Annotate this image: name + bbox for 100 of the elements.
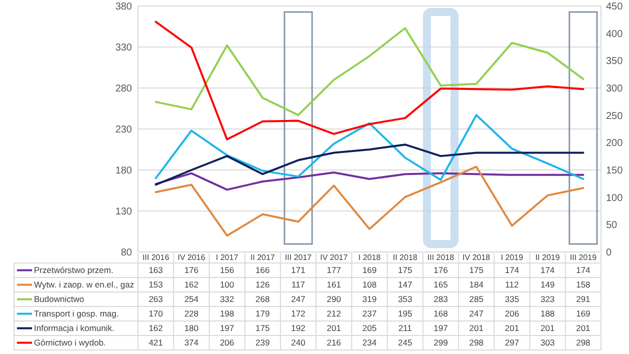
data-label: 240 bbox=[291, 338, 306, 348]
y-tick-label: 380 bbox=[115, 2, 132, 12]
data-label: 283 bbox=[434, 294, 448, 304]
x-tick-label: I 2017 bbox=[216, 253, 239, 262]
data-label: 201 bbox=[326, 323, 342, 334]
data-label: 353 bbox=[398, 294, 412, 304]
data-label: 166 bbox=[256, 265, 270, 276]
data-label: 285 bbox=[469, 294, 484, 304]
y2-tick-label: 400 bbox=[606, 28, 624, 40]
legend-label: Budownictwo bbox=[34, 294, 84, 304]
data-label: 268 bbox=[256, 294, 270, 304]
data-label: 192 bbox=[291, 323, 306, 334]
y2-tick-label: 450 bbox=[606, 2, 624, 12]
data-label: 297 bbox=[504, 338, 520, 348]
x-tick-label: IV 2018 bbox=[462, 253, 491, 262]
data-label: 195 bbox=[398, 308, 412, 319]
data-label: 323 bbox=[540, 294, 555, 304]
y2-tick-label: 350 bbox=[606, 56, 624, 68]
y2-tick-label: 250 bbox=[606, 110, 624, 122]
line-series bbox=[154, 144, 584, 186]
legend-label: Wytw. i zaop. w en.el., gaz bbox=[34, 280, 134, 290]
data-label: 291 bbox=[576, 294, 591, 304]
data-label: 174 bbox=[540, 265, 555, 276]
data-label: 197 bbox=[434, 323, 448, 334]
data-label: 201 bbox=[540, 323, 555, 334]
legend-label: Informacja i komunik. bbox=[34, 323, 114, 334]
x-tick-label: IV 2017 bbox=[320, 253, 348, 262]
y-tick-label: 280 bbox=[115, 84, 132, 94]
data-label: 180 bbox=[184, 323, 199, 334]
data-label: 163 bbox=[148, 265, 164, 276]
x-tick-label: II 2017 bbox=[250, 253, 276, 262]
data-label: 245 bbox=[398, 338, 412, 348]
data-label: 206 bbox=[504, 308, 520, 319]
data-label: 197 bbox=[220, 323, 234, 334]
y-tick-label: 130 bbox=[115, 206, 132, 218]
data-label: 201 bbox=[504, 323, 520, 334]
data-label: 205 bbox=[362, 323, 377, 334]
x-tick-label: I 2018 bbox=[358, 253, 382, 262]
line-series bbox=[154, 114, 584, 181]
data-label: 175 bbox=[256, 323, 270, 334]
data-label: 179 bbox=[256, 308, 270, 319]
y2-tick-label: 0 bbox=[606, 248, 612, 258]
data-label: 303 bbox=[540, 338, 555, 348]
data-label: 175 bbox=[469, 265, 484, 276]
x-tick-label: I 2019 bbox=[500, 253, 524, 262]
data-label: 126 bbox=[256, 280, 270, 290]
y-tick-label: 230 bbox=[115, 124, 132, 136]
y2-tick-label: 100 bbox=[606, 192, 624, 204]
data-label: 188 bbox=[540, 308, 555, 319]
x-tick-label: III 2019 bbox=[570, 253, 598, 262]
data-label: 169 bbox=[362, 265, 377, 276]
data-label: 112 bbox=[505, 280, 520, 290]
data-label: 212 bbox=[326, 308, 342, 319]
data-label: 108 bbox=[362, 280, 377, 290]
legend-label: Przetwórstwo przem. bbox=[34, 265, 114, 276]
data-label: 332 bbox=[220, 294, 234, 304]
line-series bbox=[154, 20, 584, 140]
data-label: 335 bbox=[504, 294, 520, 304]
data-label: 162 bbox=[184, 280, 199, 290]
line-series bbox=[154, 171, 584, 191]
data-label: 228 bbox=[184, 308, 199, 319]
x-tick-label: IV 2016 bbox=[178, 253, 206, 262]
data-label: 298 bbox=[576, 338, 591, 348]
x-tick-label: II 2019 bbox=[535, 253, 560, 262]
data-label: 171 bbox=[291, 265, 306, 276]
data-label: 201 bbox=[469, 323, 484, 334]
legend-label: Transport i gosp. mag. bbox=[34, 308, 119, 319]
data-label: 254 bbox=[184, 294, 199, 304]
data-label: 239 bbox=[256, 338, 270, 348]
data-label: 174 bbox=[576, 265, 591, 276]
y2-tick-label: 50 bbox=[606, 220, 618, 232]
data-label: 117 bbox=[291, 280, 306, 290]
y2-tick-label: 150 bbox=[606, 166, 624, 176]
data-label: 147 bbox=[398, 280, 412, 290]
data-label: 153 bbox=[148, 280, 164, 290]
data-label: 290 bbox=[326, 294, 342, 304]
data-label: 156 bbox=[220, 265, 234, 276]
data-label: 100 bbox=[220, 280, 234, 290]
line-series bbox=[154, 27, 584, 116]
y2-tick-label: 200 bbox=[606, 138, 624, 150]
x-tick-label: III 2016 bbox=[142, 253, 170, 262]
data-label: 168 bbox=[434, 308, 448, 319]
data-label: 263 bbox=[148, 294, 164, 304]
data-label: 319 bbox=[362, 294, 377, 304]
data-label: 247 bbox=[291, 294, 306, 304]
data-label: 169 bbox=[576, 308, 591, 319]
data-label: 170 bbox=[148, 308, 164, 319]
data-label: 247 bbox=[469, 308, 484, 319]
x-tick-label: III 2017 bbox=[284, 253, 312, 262]
data-label: 237 bbox=[362, 308, 377, 319]
data-label: 298 bbox=[469, 338, 484, 348]
data-label: 172 bbox=[291, 308, 306, 319]
data-label: 201 bbox=[576, 323, 591, 334]
legend-label: Górnictwo i wydob. bbox=[34, 338, 106, 348]
data-label: 198 bbox=[220, 308, 234, 319]
data-label: 206 bbox=[220, 338, 234, 348]
y-tick-label: 330 bbox=[115, 42, 132, 54]
x-tick-label: II 2018 bbox=[392, 253, 418, 262]
data-label: 299 bbox=[434, 338, 448, 348]
data-label: 174 bbox=[504, 265, 520, 276]
